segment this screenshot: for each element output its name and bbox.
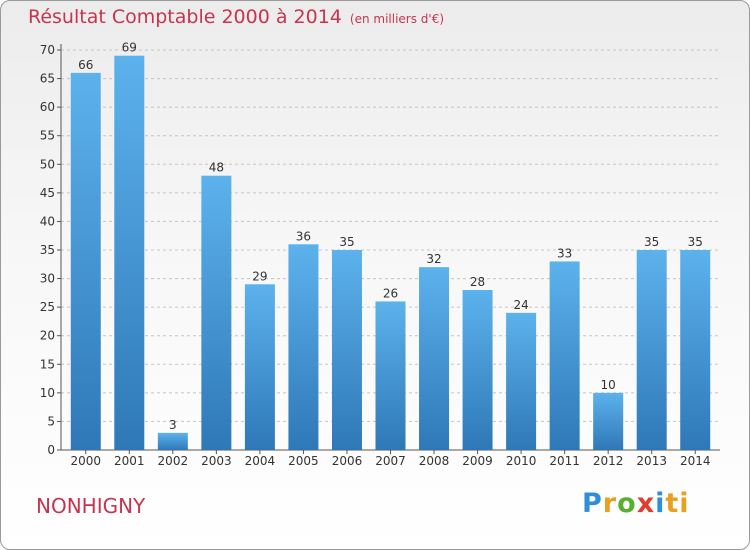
proxiti-logo: Proxiti: [582, 488, 690, 519]
y-tick-label: 60: [40, 100, 55, 114]
y-tick-label: 30: [40, 272, 55, 286]
x-tick-label: 2004: [245, 454, 276, 468]
x-tick-label: 2000: [70, 454, 101, 468]
bar-2011: [549, 261, 580, 450]
logo-letter: x: [636, 488, 656, 519]
value-label-2006: 35: [339, 235, 354, 249]
bar-2012: [593, 392, 624, 450]
bar-2005: [288, 244, 319, 450]
value-label-2001: 69: [122, 41, 137, 55]
x-tick-label: 2005: [288, 454, 319, 468]
x-tick-label: 2011: [549, 454, 580, 468]
bar-2002: [157, 432, 188, 450]
x-tick-label: 2001: [114, 454, 145, 468]
value-label-2004: 29: [252, 269, 267, 283]
axes: 0 5 10 15 20 25 30 35 40 45 50 55 60 65 70 2000 2001 2002…: [40, 43, 720, 468]
logo-letter: i: [655, 488, 666, 519]
x-tick-label: 2008: [419, 454, 450, 468]
y-tick-label: 65: [40, 72, 55, 86]
value-label-2008: 32: [426, 252, 441, 266]
x-tick-label: 2009: [462, 454, 493, 468]
bars: [70, 55, 711, 450]
y-tick-label: 15: [40, 357, 55, 371]
value-label-2011: 33: [557, 246, 572, 260]
bar-2014: [680, 250, 711, 450]
commune-name: NONHIGNY: [36, 494, 146, 518]
x-tick-label: 2006: [332, 454, 363, 468]
logo-letter: o: [617, 488, 637, 519]
value-label-2003: 48: [209, 161, 224, 175]
x-tick-label: 2014: [680, 454, 711, 468]
x-tick-label: 2002: [158, 454, 189, 468]
y-tick-label: 50: [40, 157, 55, 171]
y-tick-label: 45: [40, 186, 55, 200]
bar-2003: [201, 175, 232, 450]
y-tick-label: 70: [40, 43, 55, 57]
grid-lines: [61, 49, 720, 451]
logo-letter: ti: [665, 488, 690, 519]
bar-2001: [114, 55, 145, 450]
y-tick-label: 10: [40, 386, 55, 400]
value-label-2000: 66: [78, 58, 93, 72]
x-tick-label: 2013: [636, 454, 667, 468]
bar-2013: [636, 250, 667, 450]
value-label-2010: 24: [513, 298, 528, 312]
value-label-2002: 3: [169, 418, 177, 432]
value-label-2013: 35: [644, 235, 659, 249]
y-tick-label: 25: [40, 300, 55, 314]
bar-2006: [331, 250, 362, 450]
x-tick-label: 2003: [201, 454, 232, 468]
x-tick-label: 2007: [375, 454, 406, 468]
y-tick-label: 40: [40, 214, 55, 228]
chart-title: Résultat Comptable 2000 à 2014 (en millie…: [28, 6, 444, 28]
y-tick-label: 5: [47, 414, 55, 428]
value-label-2012: 10: [601, 378, 616, 392]
bar-2008: [419, 267, 450, 450]
bar-2000: [70, 72, 101, 450]
chart-subtitle: (en milliers d'€): [349, 12, 445, 26]
logo-letter: P: [582, 488, 603, 519]
x-tick-label: 2012: [593, 454, 624, 468]
bar-2009: [462, 290, 493, 450]
value-labels: 66 69 3 48 29 36 35 26 32 28 24 33 10 35 35: [78, 41, 703, 432]
y-tick-label: 0: [47, 443, 55, 457]
value-label-2005: 36: [296, 229, 311, 243]
logo-letter: r: [602, 488, 618, 519]
value-label-2014: 35: [688, 235, 703, 249]
y-tick-label: 35: [40, 243, 55, 257]
bar-2007: [375, 301, 406, 450]
value-label-2009: 28: [470, 275, 485, 289]
chart-title-text: Résultat Comptable 2000 à 2014: [28, 6, 342, 28]
y-tick-label: 20: [40, 329, 55, 343]
bar-2010: [506, 312, 537, 450]
x-tick-label: 2010: [506, 454, 537, 468]
value-label-2007: 26: [383, 286, 398, 300]
bar-2004: [244, 284, 275, 450]
y-tick-label: 55: [40, 129, 55, 143]
